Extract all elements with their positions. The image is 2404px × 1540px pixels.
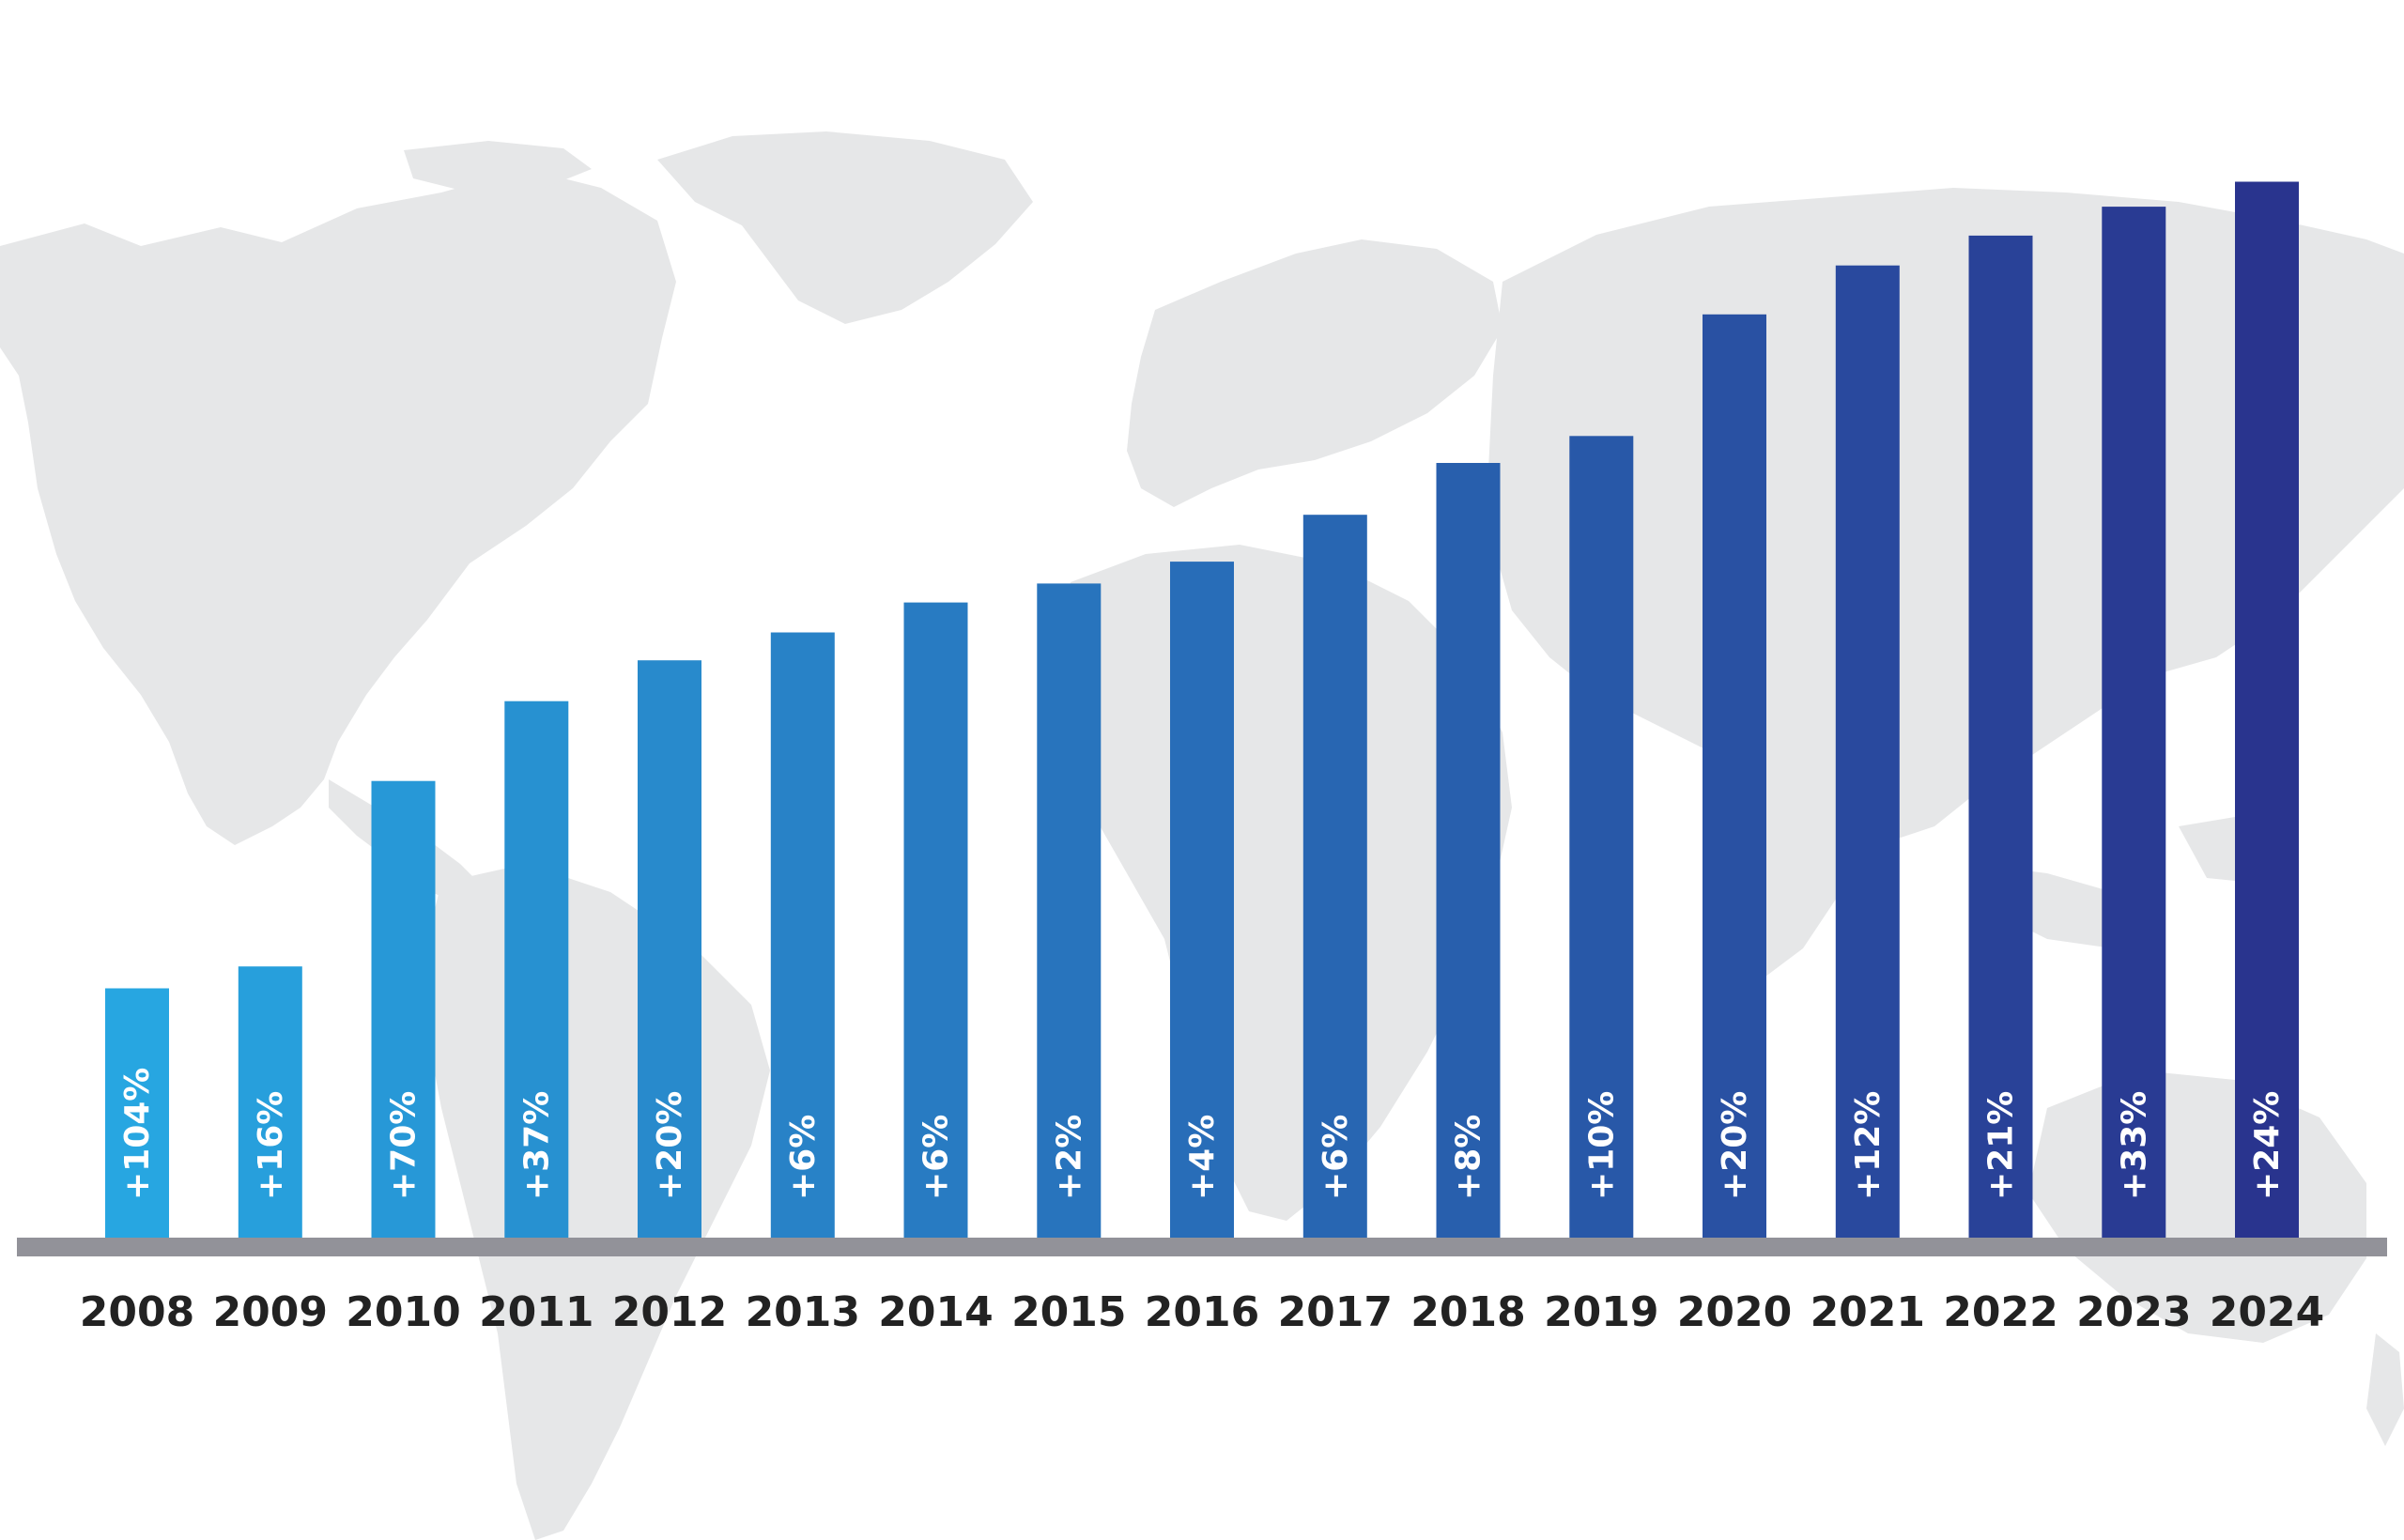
bar-data-label: +24%: [2248, 1091, 2287, 1200]
bar-2010: [371, 780, 436, 1238]
x-tick-label: 2012: [612, 1288, 727, 1336]
bar-2008: [105, 988, 169, 1238]
x-tick-label: 2019: [1544, 1288, 1658, 1336]
bar-2011: [504, 701, 569, 1238]
bar-2021: [1835, 265, 1900, 1239]
bar-data-label: +16%: [252, 1091, 290, 1200]
x-tick-label: 2022: [1943, 1288, 2057, 1336]
x-tick-label: 2014: [878, 1288, 993, 1336]
bar-data-label: +20%: [1716, 1091, 1754, 1200]
bar-data-label: +2%: [1050, 1115, 1088, 1200]
x-tick-label: 2011: [479, 1288, 593, 1336]
bar-data-label: +8%: [1450, 1115, 1488, 1200]
bar-2017: [1302, 515, 1367, 1238]
bar-2023: [2102, 207, 2166, 1239]
bar-data-label: +20%: [651, 1091, 689, 1200]
x-tick-label: 2013: [746, 1288, 860, 1336]
bar-2024: [2235, 181, 2299, 1238]
bar-2013: [770, 632, 835, 1238]
bar-2015: [1037, 583, 1102, 1238]
x-tick-label: 2023: [2076, 1288, 2191, 1336]
bar-data-label: +37%: [517, 1091, 556, 1200]
x-tick-label: 2020: [1677, 1288, 1792, 1336]
bar-data-label: +6%: [917, 1115, 956, 1200]
bar-data-label: +33%: [2115, 1091, 2153, 1200]
x-tick-label: 2024: [2210, 1288, 2324, 1336]
bar-2019: [1569, 436, 1634, 1238]
bar-2014: [903, 602, 968, 1238]
x-tick-label: 2021: [1811, 1288, 1925, 1336]
bar-data-label: +21%: [1982, 1091, 2021, 1200]
bar-2020: [1703, 314, 1766, 1238]
bar-data-label: +4%: [1183, 1115, 1222, 1200]
bar-2016: [1170, 562, 1234, 1238]
bar-data-label: +6%: [1317, 1115, 1355, 1200]
bar-data-label: +10%: [1582, 1091, 1621, 1200]
x-tick-label: 2009: [213, 1288, 328, 1336]
x-tick-label: 2015: [1011, 1288, 1126, 1336]
bar-2009: [238, 966, 302, 1238]
x-tick-label: 2008: [80, 1288, 194, 1336]
bar-data-label: +12%: [1849, 1091, 1888, 1200]
x-tick-label: 2016: [1145, 1288, 1259, 1336]
bar-data-label: +6%: [784, 1115, 823, 1200]
x-tick-label: 2017: [1278, 1288, 1393, 1336]
bar-2012: [638, 660, 701, 1238]
x-axis-baseline: [17, 1238, 2387, 1256]
bar-data-label: +104%: [118, 1068, 157, 1200]
bar-2022: [1968, 235, 2033, 1238]
x-tick-label: 2018: [1410, 1288, 1525, 1336]
x-tick-label: 2010: [346, 1288, 460, 1336]
bar-2018: [1436, 463, 1501, 1238]
bar-data-label: +70%: [385, 1091, 424, 1200]
